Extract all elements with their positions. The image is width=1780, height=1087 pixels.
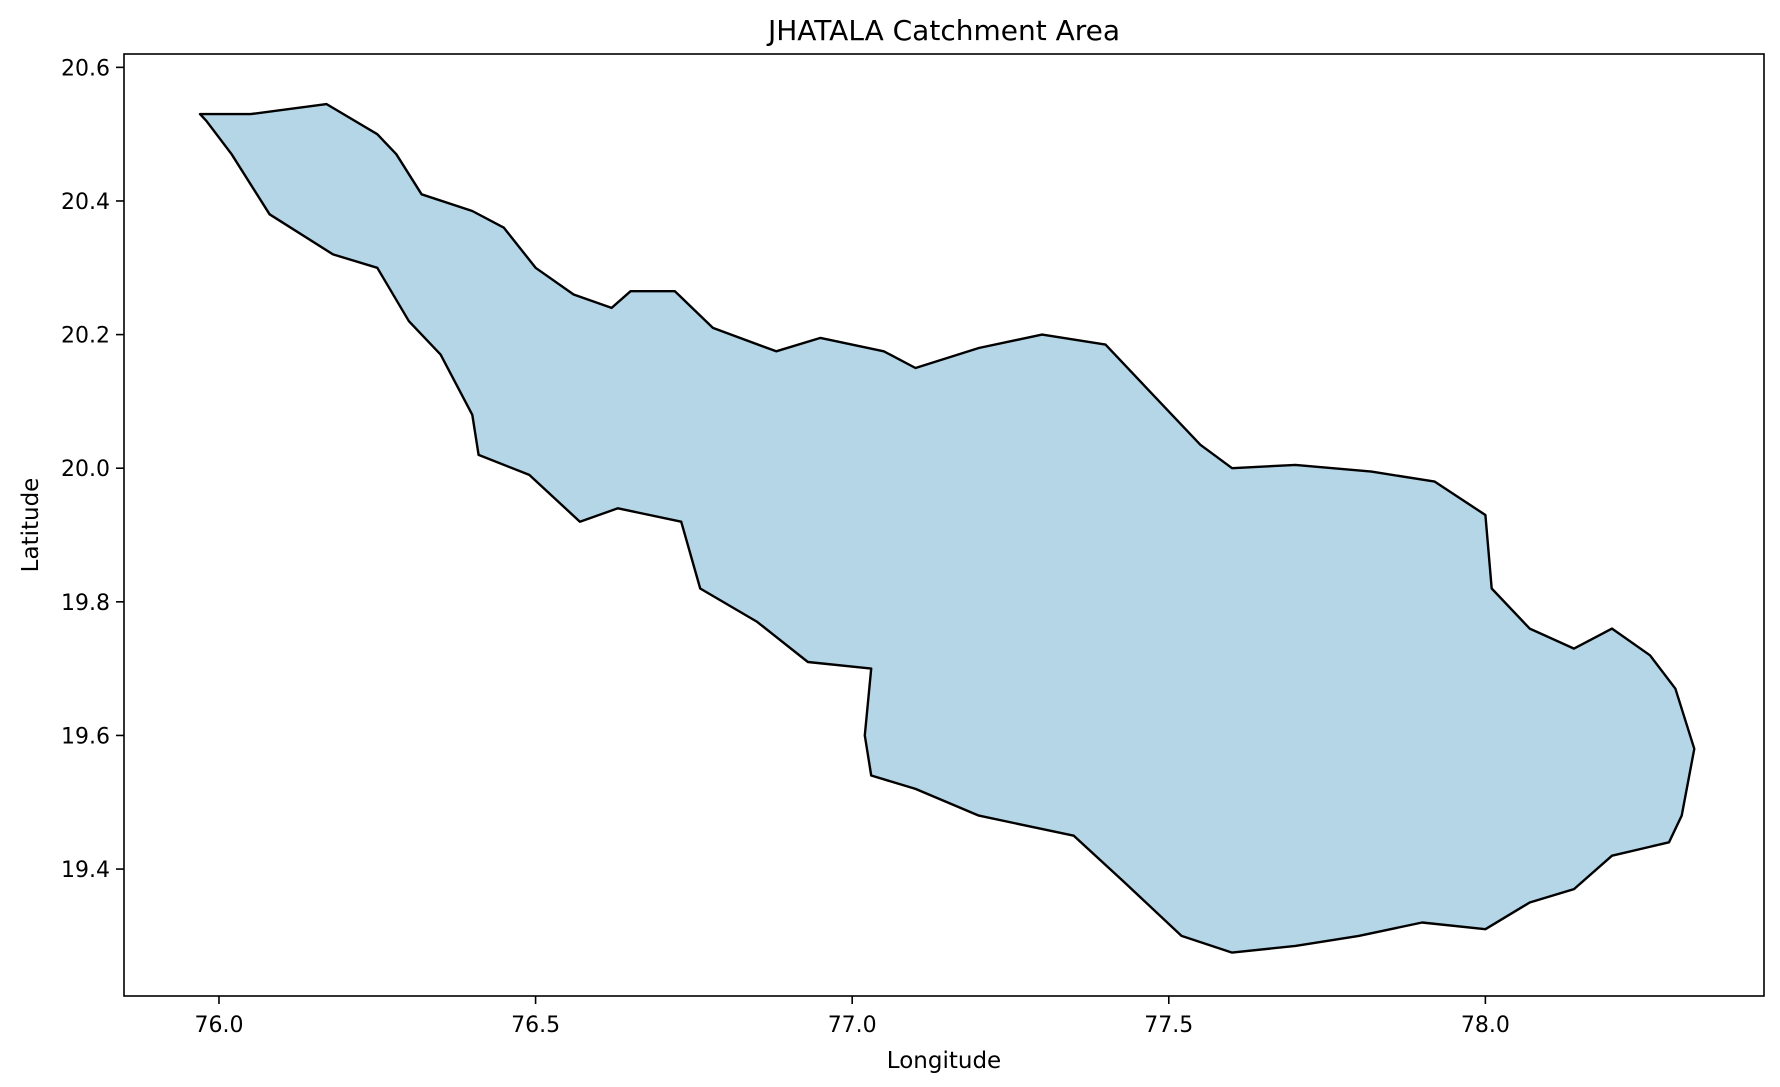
x-tick-label: 78.0	[1461, 1013, 1510, 1038]
y-tick-label: 19.8	[61, 591, 110, 616]
y-tick-label: 20.6	[61, 56, 110, 81]
y-axis-label: Latitude	[18, 478, 44, 573]
x-tick-label: 76.5	[511, 1013, 560, 1038]
x-tick-label: 77.0	[828, 1013, 877, 1038]
catchment-boundary-polygon	[198, 102, 1696, 954]
y-axis-ticks: 19.4 19.6 19.8 20.0 20.2 20.4 20.6	[61, 56, 124, 883]
y-tick-label: 20.2	[61, 324, 110, 349]
y-tick-label: 19.4	[61, 858, 110, 883]
x-axis-label: Longitude	[887, 1048, 1001, 1074]
chart-title: JHATALA Catchment Area	[766, 14, 1120, 47]
y-tick-label: 19.6	[61, 724, 110, 749]
y-tick-label: 20.0	[61, 457, 110, 482]
x-axis-ticks: 76.0 76.5 77.0 77.5 78.0	[194, 996, 1510, 1038]
x-tick-label: 76.0	[194, 1013, 243, 1038]
y-tick-label: 20.4	[61, 190, 110, 215]
x-tick-label: 77.5	[1144, 1013, 1193, 1038]
